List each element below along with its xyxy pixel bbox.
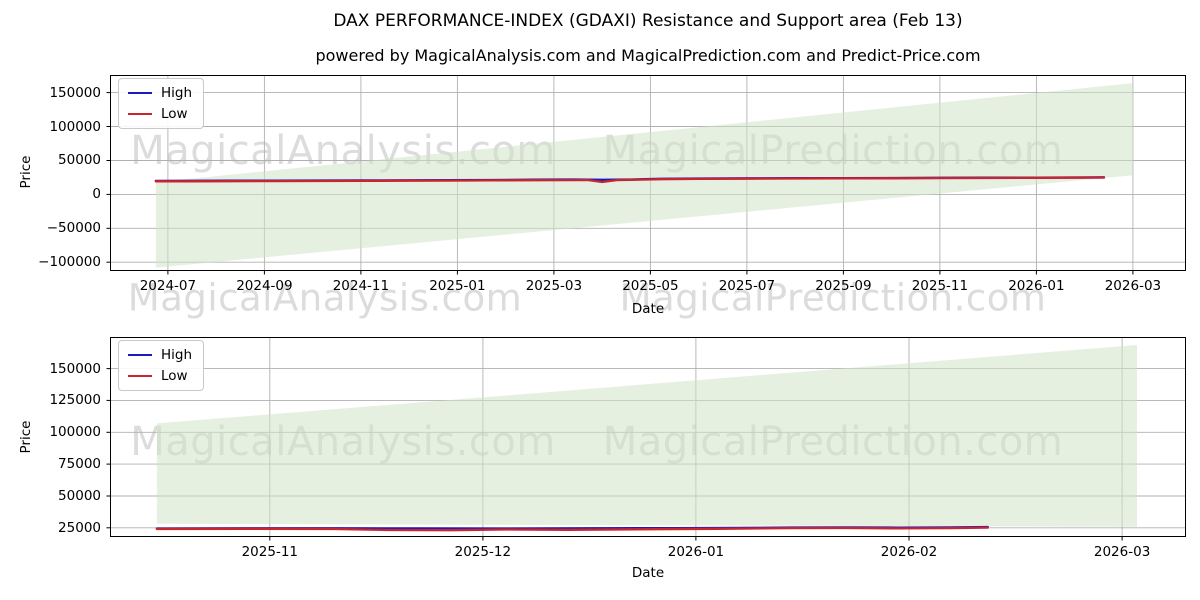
y-tick-label: 100000: [49, 424, 101, 441]
x-tick-label: 2024-07: [139, 278, 197, 294]
top-chart-axes: High Low 2024-07 2024-09 2024-11 2025-01 202…: [38, 75, 1186, 294]
x-tick-label: 2024-09: [236, 278, 293, 294]
y-tick-label: 125000: [49, 392, 101, 409]
y-tick-label: 25000: [58, 519, 101, 536]
x-tick-label: 2025-03: [525, 278, 583, 294]
y-tick-label: 50000: [58, 152, 101, 169]
bottom-chart-axes: High Low 2025-11 2025-12 2026-01 2026-02 202…: [49, 337, 1186, 560]
legend: High Low: [118, 340, 205, 391]
low-line-swatch: [128, 375, 152, 377]
legend-item-low: Low: [128, 106, 192, 122]
bottom-x-axis-label: Date: [631, 565, 665, 581]
x-tick-label: 2025-11: [241, 544, 298, 560]
top-x-axis-label: Date: [631, 301, 665, 317]
y-tick-label: 150000: [49, 360, 101, 377]
x-tick-label: 2025-12: [454, 544, 512, 560]
legend-item-high: High: [128, 347, 192, 363]
x-tick-label: 2025-01: [429, 278, 486, 294]
x-tick-label: 2025-07: [718, 278, 776, 294]
x-tick-label: 2026-01: [1008, 278, 1065, 294]
low-line-swatch: [128, 113, 152, 115]
y-tick-label: 75000: [58, 456, 101, 473]
legend-label: High: [161, 347, 193, 363]
y-tick-label: 0: [92, 186, 101, 203]
top-y-axis-label: Price: [18, 155, 34, 189]
x-tick-label: 2024-11: [332, 278, 390, 294]
y-tick-label: −50000: [46, 220, 101, 237]
x-tick-label: 2025-05: [622, 278, 679, 294]
x-tick-label: 2025-11: [911, 278, 969, 294]
high-line-swatch: [128, 92, 152, 94]
high-line-swatch: [128, 354, 152, 356]
legend-label: Low: [161, 106, 188, 122]
x-tick-label: 2026-03: [1093, 544, 1151, 560]
watermark-prediction: MagicalPrediction.com: [619, 276, 1047, 320]
y-tick-label: 100000: [49, 118, 101, 135]
x-tick-label: 2026-01: [667, 544, 725, 560]
plot-area: [106, 75, 1186, 275]
legend-label: Low: [161, 368, 188, 384]
figure-subtitle: powered by MagicalAnalysis.com and Magic…: [315, 46, 981, 65]
figure-title: DAX PERFORMANCE-INDEX (GDAXI) Resistance…: [333, 11, 963, 31]
watermark-analysis: MagicalAnalysis.com: [127, 276, 523, 320]
legend-item-high: High: [128, 85, 192, 101]
legend-item-low: Low: [128, 368, 192, 384]
legend: High Low: [118, 78, 205, 129]
bottom-y-axis-label: Price: [18, 420, 34, 454]
y-tick-label: −100000: [38, 254, 101, 271]
y-tick-label: 50000: [58, 487, 101, 504]
plot-area: [106, 337, 1186, 541]
y-tick-label: 150000: [49, 84, 101, 101]
x-tick-label: 2025-09: [815, 278, 872, 294]
legend-label: High: [161, 85, 193, 101]
x-tick-label: 2026-02: [880, 544, 938, 560]
x-tick-label: 2026-03: [1104, 278, 1162, 294]
